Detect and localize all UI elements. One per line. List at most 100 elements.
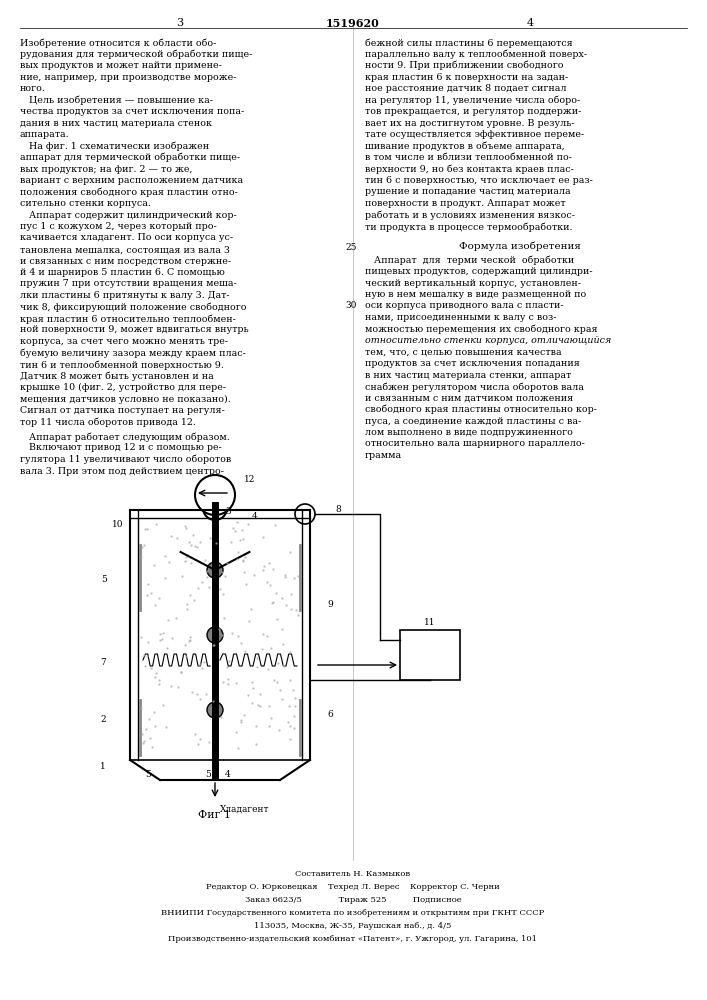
Text: Фиг 1: Фиг 1	[199, 810, 231, 820]
Text: вала 3. При этом под действием центро-: вала 3. При этом под действием центро-	[20, 466, 224, 476]
Text: 12: 12	[245, 475, 256, 484]
Text: Аппарат  для  терми ческой  обработки: Аппарат для терми ческой обработки	[365, 255, 574, 265]
Text: тор 11 числа оборотов привода 12.: тор 11 числа оборотов привода 12.	[20, 418, 196, 427]
Text: 5: 5	[145, 770, 151, 779]
Text: 4: 4	[225, 770, 231, 779]
Circle shape	[207, 702, 223, 718]
Text: На фиг. 1 схематически изображен: На фиг. 1 схематически изображен	[20, 141, 209, 151]
Text: на регулятор 11, увеличение числа оборо-: на регулятор 11, увеличение числа оборо-	[365, 96, 580, 105]
Text: рушение и попадание частиц материала: рушение и попадание частиц материала	[365, 188, 571, 196]
Text: Хладагент: Хладагент	[220, 805, 269, 814]
Text: пуса, а соединение каждой пластины с ва-: пуса, а соединение каждой пластины с ва-	[365, 416, 581, 426]
Text: ВНИИПИ Государственного комитета по изобретениям и открытиям при ГКНТ СССР: ВНИИПИ Государственного комитета по изоб…	[161, 909, 544, 917]
Text: Аппарат работает следующим образом.: Аппарат работает следующим образом.	[20, 432, 230, 442]
Text: тин 6 и теплообменной поверхностью 9.: тин 6 и теплообменной поверхностью 9.	[20, 360, 224, 369]
Text: тановлена мешалка, состоящая из вала 3: тановлена мешалка, состоящая из вала 3	[20, 245, 230, 254]
Text: тем, что, с целью повышения качества: тем, что, с целью повышения качества	[365, 348, 561, 357]
Text: в том числе и вблизи теплообменной по-: в том числе и вблизи теплообменной по-	[365, 153, 572, 162]
Text: 3: 3	[177, 18, 184, 28]
Text: и связанным с ним датчиком положения: и связанным с ним датчиком положения	[365, 393, 573, 402]
Text: относительно стенки корпуса, отличающийся: относительно стенки корпуса, отличающийс…	[365, 336, 612, 345]
Text: вает их на достигнутом уровне. В резуль-: вает их на достигнутом уровне. В резуль-	[365, 118, 575, 127]
Text: 4: 4	[527, 18, 534, 28]
Text: пружин 7 при отсутствии вращения меша-: пружин 7 при отсутствии вращения меша-	[20, 279, 237, 288]
Text: Сигнал от датчика поступает на регуля-: Сигнал от датчика поступает на регуля-	[20, 406, 225, 415]
Text: 7: 7	[100, 658, 106, 667]
Text: 2: 2	[100, 715, 106, 724]
Text: свободного края пластины относительно кор-: свободного края пластины относительно ко…	[365, 405, 597, 414]
Text: края пластин 6 к поверхности на задан-: края пластин 6 к поверхности на задан-	[365, 73, 568, 82]
Text: 9: 9	[327, 600, 333, 609]
Text: ного.: ного.	[20, 84, 46, 93]
Text: 1519620: 1519620	[326, 18, 380, 29]
Text: ти продукта в процессе термообработки.: ти продукта в процессе термообработки.	[365, 222, 573, 232]
Text: гулятора 11 увеличивают число оборотов: гулятора 11 увеличивают число оборотов	[20, 455, 231, 464]
Text: аппарата.: аппарата.	[20, 130, 69, 139]
Text: края пластин 6 относительно теплообмен-: края пластин 6 относительно теплообмен-	[20, 314, 236, 324]
Circle shape	[207, 562, 223, 578]
Text: крышке 10 (фиг. 2, устройство для пере-: крышке 10 (фиг. 2, устройство для пере-	[20, 383, 226, 392]
Text: сительно стенки корпуса.: сительно стенки корпуса.	[20, 199, 151, 208]
Circle shape	[295, 504, 315, 524]
Text: тов прекращается, и регулятор поддержи-: тов прекращается, и регулятор поддержи-	[365, 107, 581, 116]
Text: и связанных с ним посредством стержне-: и связанных с ним посредством стержне-	[20, 256, 231, 265]
Text: грамма: грамма	[365, 451, 402, 460]
Circle shape	[195, 475, 235, 515]
Text: 3: 3	[226, 507, 230, 516]
Text: 113035, Москва, Ж-35, Раушская наб., д. 4/5: 113035, Москва, Ж-35, Раушская наб., д. …	[255, 922, 452, 930]
Text: Производственно-издательский комбинат «Патент», г. Ужгород, ул. Гагарина, 101: Производственно-издательский комбинат «П…	[168, 935, 537, 943]
Text: шивание продуктов в объеме аппарата,: шивание продуктов в объеме аппарата,	[365, 141, 565, 151]
Circle shape	[203, 496, 227, 520]
Text: аппарат для термической обработки пище-: аппарат для термической обработки пище-	[20, 153, 240, 162]
Text: тин 6 с поверхностью, что исключает ее раз-: тин 6 с поверхностью, что исключает ее р…	[365, 176, 593, 185]
Text: Составитель Н. Казмыков: Составитель Н. Казмыков	[296, 870, 411, 878]
Text: параллельно валу к теплообменной поверх-: параллельно валу к теплообменной поверх-	[365, 49, 587, 59]
Text: 4: 4	[252, 512, 258, 521]
Text: качивается хладагент. По оси корпуса ус-: качивается хладагент. По оси корпуса ус-	[20, 233, 233, 242]
Text: чества продуктов за счет исключения попа-: чества продуктов за счет исключения попа…	[20, 107, 244, 116]
Text: вариант с верхним расположением датчика: вариант с верхним расположением датчика	[20, 176, 243, 185]
Text: Включают привод 12 и с помощью ре-: Включают привод 12 и с помощью ре-	[20, 444, 222, 452]
Text: Аппарат содержит цилиндрический кор-: Аппарат содержит цилиндрический кор-	[20, 211, 237, 220]
Text: пищевых продуктов, содержащий цилиндри-: пищевых продуктов, содержащий цилиндри-	[365, 267, 592, 276]
Text: нами, присоединенными к валу с воз-: нами, присоединенными к валу с воз-	[365, 313, 556, 322]
Text: можностью перемещения их свободного края: можностью перемещения их свободного края	[365, 324, 597, 334]
Text: 1: 1	[100, 762, 106, 771]
Text: рудования для термической обработки пище-: рудования для термической обработки пище…	[20, 49, 252, 59]
Text: пус 1 с кожухом 2, через который про-: пус 1 с кожухом 2, через который про-	[20, 222, 217, 231]
Text: Редактор О. Юрковецкая    Техред Л. Верес    Корректор С. Черни: Редактор О. Юрковецкая Техред Л. Верес К…	[206, 883, 500, 891]
Text: в них частиц материала стенки, аппарат: в них частиц материала стенки, аппарат	[365, 370, 571, 379]
Text: 8: 8	[335, 505, 341, 514]
Text: корпуса, за счет чего можно менять тре-: корпуса, за счет чего можно менять тре-	[20, 337, 228, 346]
Text: ное расстояние датчик 8 подает сигнал: ное расстояние датчик 8 подает сигнал	[365, 84, 566, 93]
Text: поверхности в продукт. Аппарат может: поверхности в продукт. Аппарат может	[365, 199, 566, 208]
Text: верхности 9, но без контакта краев плас-: верхности 9, но без контакта краев плас-	[365, 164, 574, 174]
Text: Заказ 6623/5              Тираж 525          Подписное: Заказ 6623/5 Тираж 525 Подписное	[245, 896, 461, 904]
Text: относительно вала шарнирного параллело-: относительно вала шарнирного параллело-	[365, 440, 585, 448]
Text: работать и в условиях изменения вязкос-: работать и в условиях изменения вязкос-	[365, 211, 575, 220]
Text: положения свободного края пластин отно-: положения свободного края пластин отно-	[20, 188, 238, 197]
Text: продуктов за счет исключения попадания: продуктов за счет исключения попадания	[365, 359, 580, 368]
Text: ности 9. При приближении свободного: ности 9. При приближении свободного	[365, 61, 563, 70]
Text: 10: 10	[112, 520, 124, 529]
Text: Формула изобретения: Формула изобретения	[459, 241, 581, 251]
Text: чик 8, фиксирующий положение свободного: чик 8, фиксирующий положение свободного	[20, 302, 247, 312]
Text: тате осуществляется эффективное переме-: тате осуществляется эффективное переме-	[365, 130, 584, 139]
Text: снабжен регулятором числа оборотов вала: снабжен регулятором числа оборотов вала	[365, 382, 584, 391]
Text: ческий вертикальный корпус, установлен-: ческий вертикальный корпус, установлен-	[365, 278, 581, 288]
Text: буемую величину зазора между краем плас-: буемую величину зазора между краем плас-	[20, 349, 246, 358]
Text: Датчик 8 может быть установлен и на: Датчик 8 может быть установлен и на	[20, 371, 214, 381]
Text: 25: 25	[345, 243, 356, 252]
Text: ние, например, при производстве мороже-: ние, например, при производстве мороже-	[20, 73, 237, 82]
Text: ную в нем мешалку в виде размещенной по: ную в нем мешалку в виде размещенной по	[365, 290, 586, 299]
Text: бежной силы пластины 6 перемещаются: бежной силы пластины 6 перемещаются	[365, 38, 573, 47]
Text: 30: 30	[345, 301, 356, 310]
Text: Цель изобретения — повышение ка-: Цель изобретения — повышение ка-	[20, 96, 213, 105]
Text: 11: 11	[424, 618, 436, 627]
Text: й 4 и шарниров 5 пластин 6. С помощью: й 4 и шарниров 5 пластин 6. С помощью	[20, 268, 225, 277]
Text: оси корпуса приводного вала с пласти-: оси корпуса приводного вала с пласти-	[365, 302, 563, 310]
Text: лки пластины 6 притянуты к валу 3. Дат-: лки пластины 6 притянуты к валу 3. Дат-	[20, 291, 230, 300]
Circle shape	[207, 627, 223, 643]
Text: 5: 5	[101, 575, 107, 584]
Text: ной поверхности 9, может вдвигаться внутрь: ной поверхности 9, может вдвигаться внут…	[20, 326, 249, 334]
